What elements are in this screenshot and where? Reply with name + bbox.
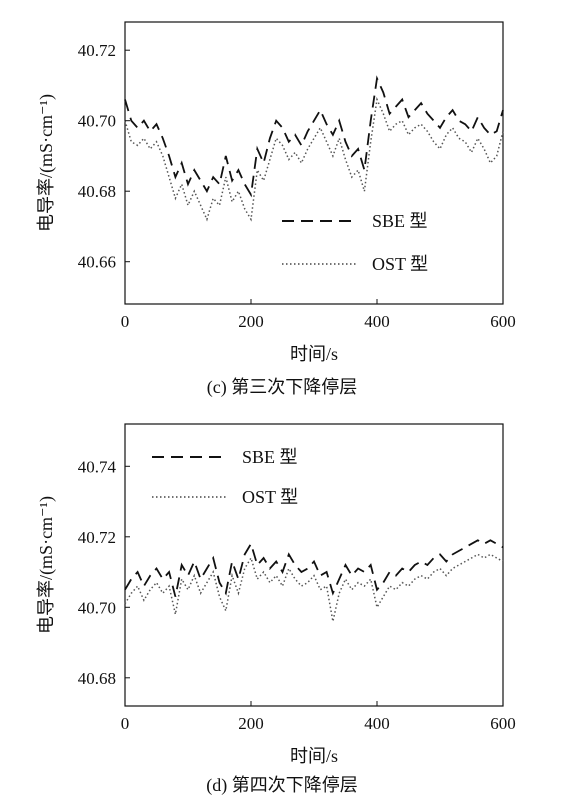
y-tick-label: 40.66 [78,253,116,272]
y-tick-label: 40.68 [78,669,116,688]
y-tick-label: 40.72 [78,41,116,60]
x-axis-label: 时间/s [290,344,338,364]
series-line-sbe [124,539,504,597]
y-tick-label: 40.72 [78,528,116,547]
tick-layer: 0 200 400 600 40.68 40.70 40.72 40.74 [78,457,516,733]
x-axis-label: 时间/s [290,746,338,766]
series-layer [124,75,504,222]
x-tick-label: 200 [238,312,264,331]
legend-label-ost: OST 型 [242,487,298,507]
series-line-ost [124,553,504,622]
series-line-ost [124,96,504,222]
legend: SBE 型 OST 型 [152,447,298,507]
plot-frame [124,21,504,305]
legend: SBE 型 OST 型 [282,211,428,274]
plot-frame [124,423,504,707]
chart-d: 0 200 400 600 40.68 40.70 40.72 40.74 SBE 型 OST… [36,423,516,796]
x-tick-label: 0 [121,312,130,331]
y-tick-label: 40.70 [78,598,116,617]
chart-c: 0 200 400 600 40.66 40.68 40.70 40.72 SBE 型 OST… [36,21,516,398]
y-tick-label: 40.74 [78,457,117,476]
series-layer [124,539,504,622]
x-tick-label: 600 [490,312,516,331]
x-tick-label: 400 [364,312,390,331]
tick-layer: 0 200 400 600 40.66 40.68 40.70 40.72 [78,41,516,331]
y-tick-label: 40.70 [78,112,116,131]
x-tick-label: 0 [121,714,130,733]
legend-label-sbe: SBE 型 [372,211,428,231]
x-tick-label: 400 [364,714,390,733]
legend-label-sbe: SBE 型 [242,447,298,467]
series-line-sbe [124,75,504,198]
y-tick-label: 40.68 [78,182,116,201]
x-tick-label: 200 [238,714,264,733]
legend-label-ost: OST 型 [372,254,428,274]
y-axis-label: 电导率/(mS·cm⁻¹) [36,496,57,634]
figure-caption: (d) 第四次下降停层 [206,775,358,796]
figure-caption: (c) 第三次下降停层 [207,377,357,398]
y-axis-label: 电导率/(mS·cm⁻¹) [36,94,57,232]
x-tick-label: 600 [490,714,516,733]
